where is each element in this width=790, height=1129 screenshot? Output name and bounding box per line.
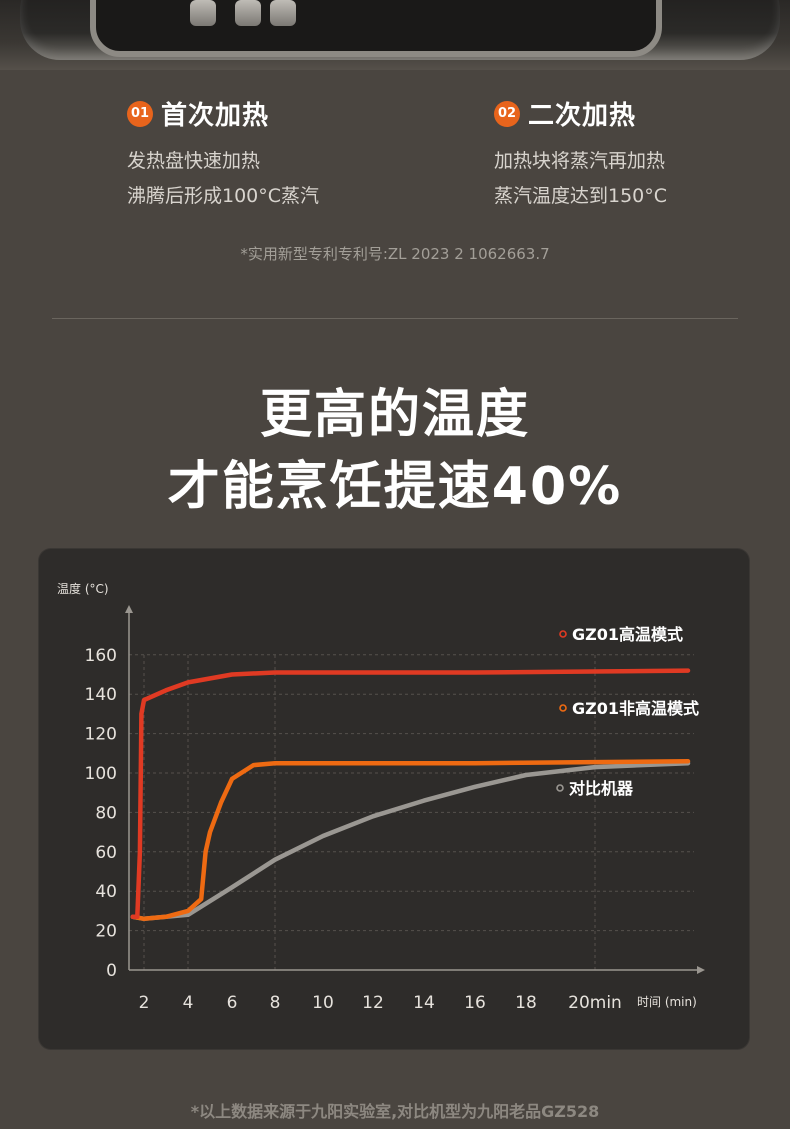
legend-label: GZ01高温模式 — [572, 625, 683, 644]
divider — [52, 318, 738, 319]
feature-number-badge: 02 — [494, 100, 520, 127]
y-tick-label: 20 — [95, 922, 117, 942]
feature-title: 首次加热 — [161, 101, 270, 131]
y-tick-label: 80 — [95, 803, 117, 823]
y-tick-label: 0 — [106, 961, 117, 981]
x-tick-label: 16 — [464, 993, 486, 1013]
feature-second-heating: 02 二次加热 加热块将蒸汽再加热 蒸汽温度达到150°C — [494, 95, 667, 212]
headline-line-2: 才能烹饪提速40% — [167, 457, 623, 517]
legend-label: GZ01非高温模式 — [572, 699, 699, 718]
x-tick-label: 12 — [362, 993, 384, 1013]
patent-note: *实用新型专利专利号:ZL 2023 2 1062663.7 — [240, 245, 550, 263]
feature-title: 二次加热 — [528, 101, 637, 131]
x-tick-label: 14 — [413, 993, 435, 1013]
x-axis-title: 时间 (min) — [637, 995, 697, 1009]
x-tick-label: 10 — [312, 993, 334, 1013]
x-tick-label: 8 — [270, 993, 281, 1013]
x-tick-label: 18 — [515, 993, 537, 1013]
x-tick-label: 4 — [183, 993, 194, 1013]
y-tick-label: 40 — [95, 882, 117, 902]
headline-line-1: 更高的温度 — [259, 385, 530, 445]
feature-line: 发热盘快速加热 — [127, 150, 261, 172]
y-tick-label: 100 — [85, 764, 117, 784]
feature-number-badge: 01 — [127, 100, 153, 127]
chart-panel — [39, 549, 749, 1049]
y-tick-label: 140 — [85, 685, 117, 705]
feature-line: 加热块将蒸汽再加热 — [494, 150, 666, 172]
y-tick-label: 120 — [85, 725, 117, 745]
legend-marker — [556, 784, 564, 792]
x-tick-label: 2 — [139, 993, 150, 1013]
legend-marker — [559, 630, 567, 638]
temperature-line-chart: 0 20 40 60 80 100 120 140 160 2 4 6 8 10 12 14 16 18 20min… — [57, 581, 705, 1013]
series-line — [130, 668, 691, 920]
series-line — [130, 758, 691, 922]
feature-line: 沸腾后形成100°C蒸汽 — [127, 185, 320, 207]
y-tick-label: 60 — [95, 843, 117, 863]
x-tick-label: 20min — [568, 993, 622, 1013]
y-axis-arrow — [125, 605, 133, 613]
x-tick-label: 6 — [227, 993, 238, 1013]
y-tick-label: 160 — [85, 646, 117, 666]
feature-line: 蒸汽温度达到150°C — [494, 185, 668, 207]
legend-label: 对比机器 — [569, 779, 634, 798]
y-axis-title: 温度 (°C) — [57, 581, 109, 596]
product-photo-strip — [0, 0, 790, 70]
feature-first-heating: 01 首次加热 发热盘快速加热 沸腾后形成100°C蒸汽 — [127, 95, 319, 212]
legend-marker — [559, 704, 567, 712]
footnote: *以上数据来源于九阳实验室,对比机型为九阳老品GZ528 — [190, 1102, 600, 1121]
x-axis-arrow — [697, 966, 705, 974]
